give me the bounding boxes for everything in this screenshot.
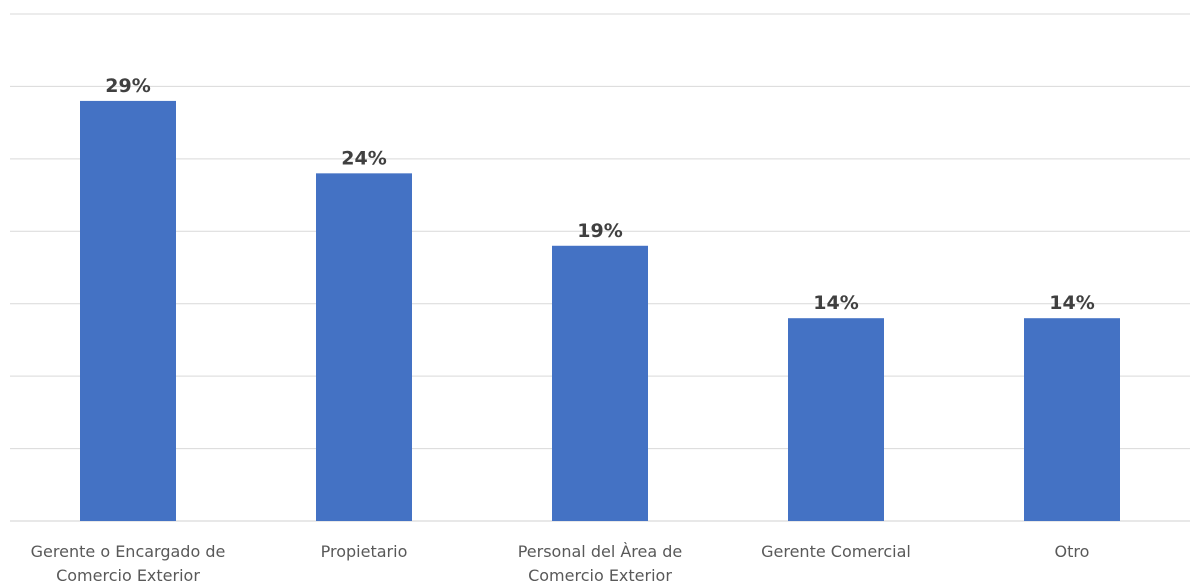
category-label-line: Otro	[1055, 542, 1090, 561]
category-label-3: Gerente Comercial	[761, 542, 911, 561]
data-label-0: 29%	[105, 75, 150, 97]
category-label-1: Propietario	[321, 542, 408, 561]
category-label-line: Gerente o Encargado de	[31, 542, 226, 561]
data-label-4: 14%	[1049, 292, 1094, 314]
data-label-1: 24%	[341, 147, 386, 169]
category-label-line: Gerente Comercial	[761, 542, 911, 561]
category-label-2: Personal del Àrea de Comercio Exterior	[518, 542, 683, 585]
gridlines	[10, 13, 1190, 522]
category-labels: Gerente o Encargado de Comercio ExteriorP…	[31, 542, 1090, 585]
bars	[80, 100, 1120, 522]
bar-2	[552, 245, 648, 521]
category-label-line: Personal del Àrea de	[518, 542, 683, 561]
category-label-line: Propietario	[321, 542, 408, 561]
category-label-line: Comercio Exterior	[56, 566, 200, 585]
data-label-2: 19%	[577, 220, 622, 242]
bar-1	[316, 173, 412, 522]
bar-0	[80, 100, 176, 522]
category-label-4: Otro	[1055, 542, 1090, 561]
bar-3	[788, 318, 884, 521]
category-label-0: Gerente o Encargado de Comercio Exterior	[31, 542, 226, 585]
bar-4	[1024, 318, 1120, 521]
data-labels: 29% 24% 19% 14% 14%	[105, 75, 1094, 314]
data-label-3: 14%	[813, 292, 858, 314]
category-label-line: Comercio Exterior	[528, 566, 672, 585]
